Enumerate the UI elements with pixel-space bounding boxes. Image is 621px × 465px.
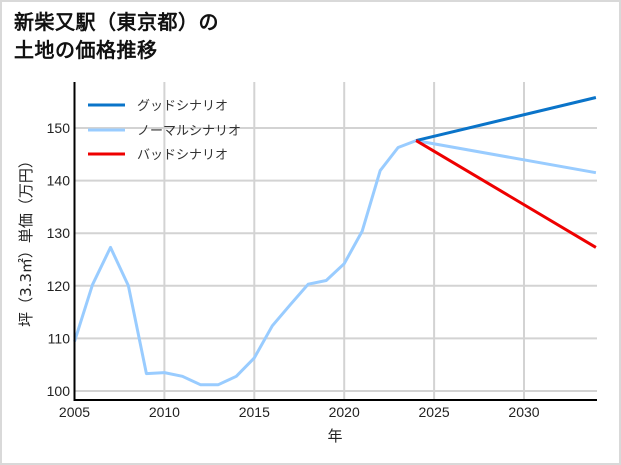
chart-title: 新柴又駅（東京都）の 土地の価格推移 [14, 8, 219, 64]
series-line [415, 96, 597, 143]
y-tick-label: 110 [48, 330, 71, 346]
x-tick-label: 2010 [149, 404, 180, 420]
y-tick-label: 130 [47, 225, 71, 241]
chart-title-line2: 土地の価格推移 [14, 38, 158, 62]
series-line [73, 139, 597, 387]
legend-label: ノーマルシナリオ [137, 124, 241, 139]
y-tick-labels: 100 110 120 130 140 150 [47, 120, 71, 399]
x-tick-labels: 2005 2010 2015 2020 2025 2030 [59, 404, 540, 420]
x-tick-label: 2025 [419, 404, 450, 420]
y-tick-label: 150 [47, 120, 71, 136]
y-tick-label: 100 [47, 383, 71, 399]
series-line [415, 139, 597, 249]
x-tick-label: 2030 [508, 404, 539, 420]
y-axis-label: 坪（3.3㎡）単価（万円） [17, 153, 35, 327]
y-tick-label: 120 [47, 278, 71, 294]
axes [73, 82, 597, 401]
x-tick-label: 2015 [239, 404, 270, 420]
legend-label: バッドシナリオ [137, 148, 228, 163]
chart-title-line1: 新柴又駅（東京都）の [14, 10, 219, 34]
data-lines [73, 96, 597, 387]
x-tick-label: 2020 [329, 404, 360, 420]
legend-label: グッドシナリオ [137, 99, 228, 114]
x-axis-label: 年 [327, 427, 342, 445]
y-tick-label: 140 [47, 173, 71, 189]
x-tick-label: 2005 [59, 404, 90, 420]
